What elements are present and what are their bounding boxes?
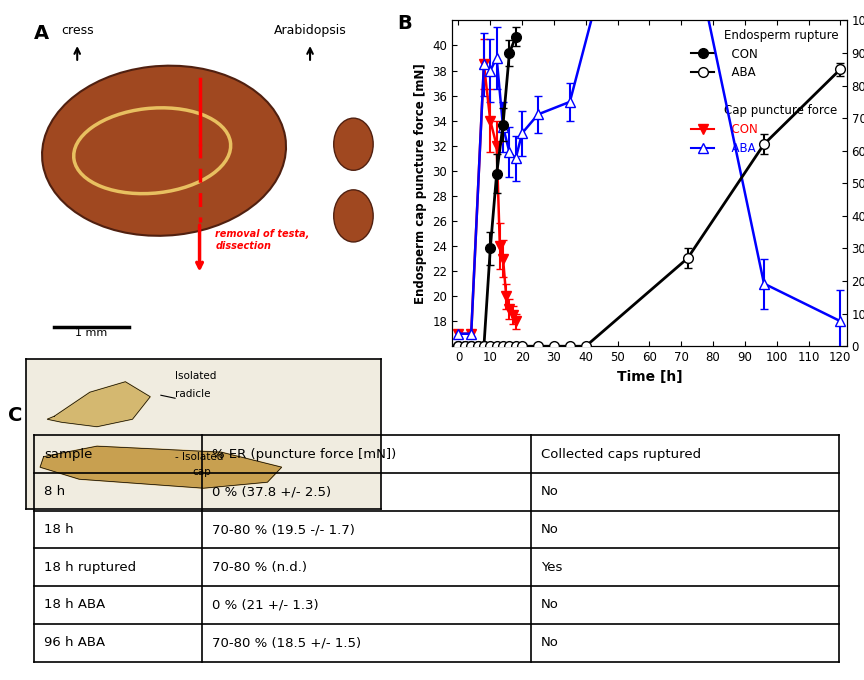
- Text: Yes: Yes: [541, 561, 562, 574]
- Text: 70-80 % (n.d.): 70-80 % (n.d.): [213, 561, 308, 574]
- Text: 70-80 % (18.5 +/- 1.5): 70-80 % (18.5 +/- 1.5): [213, 636, 361, 649]
- Text: C: C: [8, 406, 22, 425]
- Text: 18 h ruptured: 18 h ruptured: [44, 561, 137, 574]
- Text: No: No: [541, 523, 558, 536]
- Text: 18 h: 18 h: [44, 523, 73, 536]
- Legend: Endosperm rupture,   CON,   ABA, , Cap puncture force,   CON,   ABA: Endosperm rupture, CON, ABA, , Cap punct…: [686, 24, 843, 160]
- Text: 0 % (21 +/- 1.3): 0 % (21 +/- 1.3): [213, 598, 319, 611]
- Text: No: No: [541, 486, 558, 498]
- Ellipse shape: [334, 118, 373, 170]
- Text: removal of testa,
dissection: removal of testa, dissection: [215, 229, 309, 250]
- Text: cress: cress: [60, 24, 93, 37]
- Text: 1 mm: 1 mm: [75, 328, 107, 339]
- Text: sample: sample: [44, 447, 92, 460]
- Text: A: A: [34, 24, 49, 43]
- Text: 8 h: 8 h: [44, 486, 65, 498]
- Text: B: B: [397, 14, 411, 33]
- Text: Collected caps ruptured: Collected caps ruptured: [541, 447, 701, 460]
- Ellipse shape: [42, 66, 286, 236]
- Text: 70-80 % (19.5 -/- 1.7): 70-80 % (19.5 -/- 1.7): [213, 523, 355, 536]
- Text: 18 h ABA: 18 h ABA: [44, 598, 105, 611]
- Text: 0 % (37.8 +/- 2.5): 0 % (37.8 +/- 2.5): [213, 486, 332, 498]
- Text: No: No: [541, 598, 558, 611]
- Text: No: No: [541, 636, 558, 649]
- Text: Arabidopsis: Arabidopsis: [274, 24, 346, 37]
- Y-axis label: Endosperm cap puncture force [mN]: Endosperm cap puncture force [mN]: [414, 63, 427, 304]
- Text: % ER (puncture force [mN]): % ER (puncture force [mN]): [213, 447, 397, 460]
- X-axis label: Time [h]: Time [h]: [617, 370, 683, 384]
- Text: 96 h ABA: 96 h ABA: [44, 636, 105, 649]
- Ellipse shape: [334, 190, 373, 242]
